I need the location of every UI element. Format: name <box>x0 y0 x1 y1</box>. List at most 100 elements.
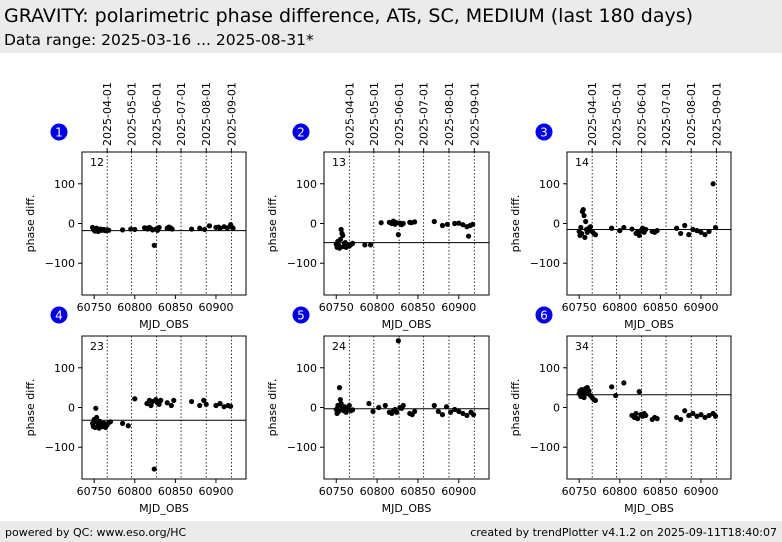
data-point <box>338 400 344 407</box>
panel-baseline-label: 13 <box>332 156 346 169</box>
panel-number-badge <box>50 123 68 141</box>
x-tick-label: 60750 <box>77 301 112 314</box>
top-date-label: 2025-06-01 <box>636 82 649 146</box>
x-tick-label: 60750 <box>562 301 597 314</box>
panel-number-label: 5 <box>297 309 305 323</box>
data-point <box>617 228 623 234</box>
y-tick-label: 100 <box>539 362 560 375</box>
y-tick-label: −100 <box>287 257 317 270</box>
top-date-label: 2025-05-01 <box>126 82 139 146</box>
x-tick-label: 60900 <box>198 485 233 498</box>
footer-bar <box>0 521 782 542</box>
panel-baseline-label: 12 <box>90 156 104 169</box>
data-point <box>579 230 585 237</box>
data-point <box>201 226 208 233</box>
data-point <box>395 232 401 238</box>
data-point <box>119 420 126 426</box>
panel-number-badge <box>535 123 553 141</box>
data-point <box>470 412 477 418</box>
data-point <box>221 404 227 410</box>
top-date-label: 2025-06-01 <box>151 82 164 146</box>
data-point <box>592 232 599 238</box>
panel-number-label: 6 <box>540 309 548 323</box>
data-point <box>431 218 437 225</box>
data-point <box>197 402 203 409</box>
y-tick-label: 0 <box>68 218 75 231</box>
top-date-label: 2025-09-01 <box>225 82 238 146</box>
y-tick-label: −100 <box>530 441 560 454</box>
data-point <box>460 410 466 417</box>
x-tick-label: 60850 <box>643 301 678 314</box>
data-point <box>690 410 696 417</box>
data-point <box>581 394 587 401</box>
data-point <box>336 245 343 251</box>
top-date-label: 2025-04-01 <box>343 82 356 146</box>
data-point <box>132 396 138 402</box>
data-point <box>349 240 356 246</box>
data-point <box>443 404 450 410</box>
data-point <box>629 226 635 232</box>
data-point <box>682 408 688 414</box>
plot-frame <box>566 335 732 480</box>
x-tick-label: 60900 <box>683 485 718 498</box>
data-point <box>706 228 712 235</box>
data-point <box>682 222 688 229</box>
y-axis-label: phase diff. <box>509 195 522 253</box>
data-point <box>448 409 454 415</box>
panel-baseline-label: 14 <box>575 156 589 169</box>
data-point <box>125 423 131 429</box>
x-tick-label: 60800 <box>117 301 152 314</box>
data-point <box>580 206 586 213</box>
top-date-label: 2025-08-01 <box>200 82 213 146</box>
x-tick-label: 60850 <box>400 485 435 498</box>
data-point <box>119 227 126 233</box>
data-point <box>706 412 712 419</box>
x-tick-label: 60850 <box>158 485 193 498</box>
x-tick-label: 60850 <box>643 485 678 498</box>
top-date-label: 2025-07-01 <box>660 82 673 146</box>
x-tick-label: 60750 <box>77 485 112 498</box>
y-tick-label: 0 <box>68 402 75 415</box>
x-tick-label: 60900 <box>683 301 718 314</box>
plot-frame <box>566 151 732 296</box>
data-point <box>674 414 680 421</box>
panel-baseline-label: 34 <box>575 340 589 353</box>
panel-number-badge <box>292 123 310 141</box>
y-tick-label: 0 <box>310 218 317 231</box>
panel-number-label: 3 <box>540 126 548 140</box>
data-point <box>592 397 599 403</box>
data-point <box>578 224 584 231</box>
data-point <box>224 225 230 231</box>
x-tick-label: 60750 <box>562 485 597 498</box>
y-axis-label: phase diff. <box>266 195 279 253</box>
y-axis-label: phase diff. <box>24 379 37 437</box>
y-axis-label: phase diff. <box>266 379 279 437</box>
top-date-label: 2025-05-01 <box>368 82 381 146</box>
data-point <box>346 402 352 409</box>
data-point <box>349 407 356 413</box>
data-point <box>197 225 203 231</box>
x-axis-label: MJD_OBS <box>139 502 189 515</box>
footer-credit: powered by QC: www.eso.org/HC <box>5 526 187 539</box>
data-point <box>452 220 458 227</box>
panel-number-badge <box>535 306 553 324</box>
x-tick-label: 60750 <box>319 301 354 314</box>
data-point <box>213 402 219 409</box>
data-point <box>203 401 209 407</box>
data-point <box>189 226 195 232</box>
data-point <box>171 397 177 403</box>
y-tick-label: 100 <box>54 362 75 375</box>
data-point <box>400 220 406 227</box>
data-point <box>456 408 462 415</box>
x-tick-label: 60850 <box>400 301 435 314</box>
x-tick-label: 60800 <box>360 301 395 314</box>
y-tick-label: −100 <box>287 441 317 454</box>
data-point <box>465 233 472 239</box>
data-point <box>168 402 174 409</box>
data-point <box>456 220 462 226</box>
data-point <box>678 416 684 423</box>
data-point <box>694 413 700 419</box>
panel-baseline-label: 24 <box>332 340 346 353</box>
y-tick-label: 0 <box>553 402 560 415</box>
